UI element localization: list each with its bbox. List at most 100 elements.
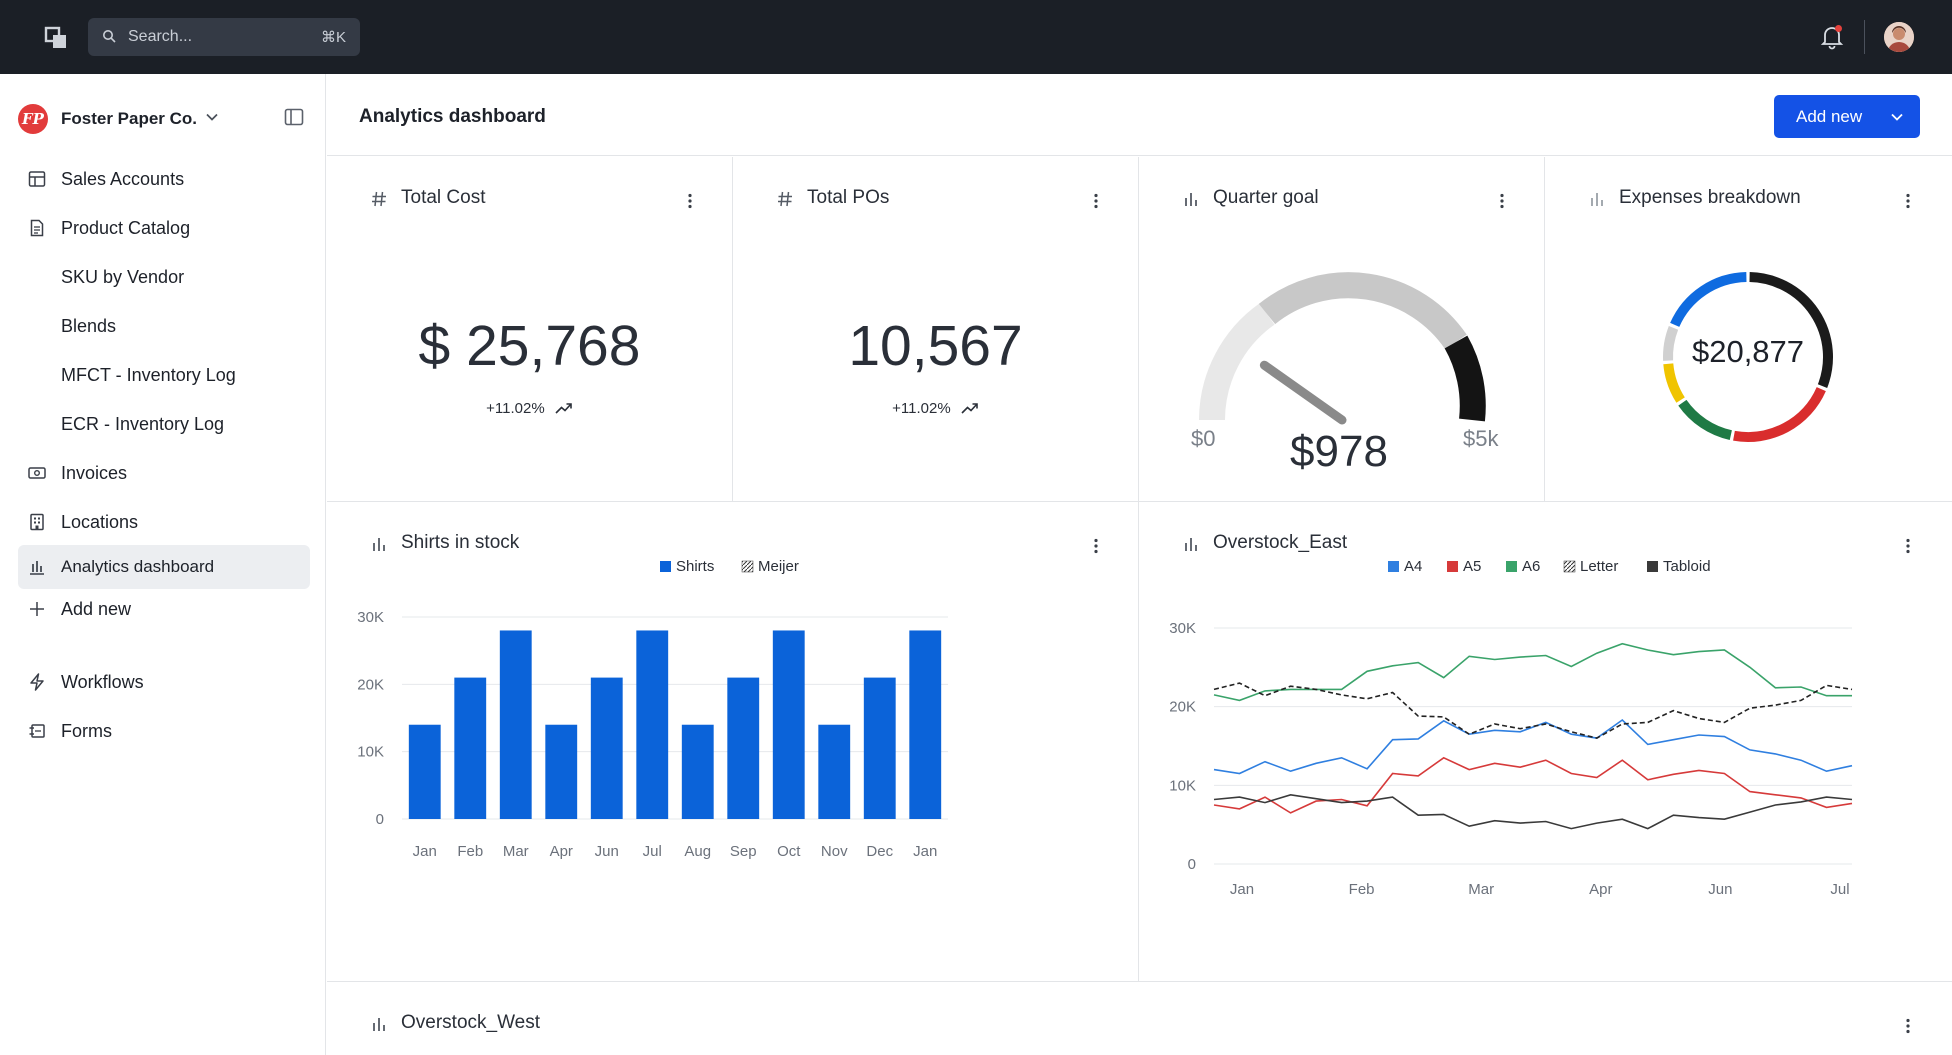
legend-label: Shirts: [676, 558, 714, 575]
bar[interactable]: [636, 630, 669, 819]
legend-swatch: [1447, 561, 1458, 572]
sidebar-item-invoices[interactable]: Invoices: [18, 453, 310, 493]
sidebar-item-locations[interactable]: Locations: [18, 502, 310, 542]
series-line-letter[interactable]: [1213, 682, 1853, 739]
sidebar-item-add-new[interactable]: Add new: [18, 589, 310, 629]
sidebar-item-product-catalog[interactable]: Product Catalog: [18, 208, 310, 248]
kebab-menu-icon[interactable]: [1499, 193, 1505, 209]
sidebar-item-label: Add new: [61, 599, 132, 619]
series-line-a6[interactable]: [1213, 642, 1852, 702]
total-cost-value: $ 25,768: [418, 314, 641, 378]
overstock-east-line-chart: A4 A5 A6 Letter Tabloid 0 10K 20K 30K Jan Feb Mar…: [1169, 558, 1853, 898]
topbar-divider: [1864, 20, 1865, 54]
x-tick-label: Apr: [1589, 881, 1612, 898]
search-input[interactable]: Search... ⌘K: [88, 18, 360, 56]
overstock-west-card: Overstock_West: [327, 982, 1952, 1055]
quarter-goal-gauge: $0 $5k $978: [1191, 272, 1499, 476]
overstock-east-card: Overstock_East A4 A5 A6 Letter Tabloid 0 10K 2…: [1139, 502, 1952, 982]
bar[interactable]: [863, 677, 896, 819]
sidebar-item-sales-accounts[interactable]: Sales Accounts: [18, 159, 310, 199]
sidebar-item-blends[interactable]: Blends: [18, 306, 310, 346]
series-line-tabloid[interactable]: [1213, 793, 1853, 830]
card-title: Quarter goal: [1213, 187, 1319, 208]
bar[interactable]: [727, 677, 760, 819]
bar[interactable]: [772, 630, 805, 819]
shirts-in-stock-card: Shirts in stock Shirts Meijer 0 10K 20K 30K …: [327, 502, 1139, 982]
gauge-track-dark: [1444, 335, 1486, 422]
y-tick-label: 10K: [1169, 777, 1196, 794]
x-tick-label: Apr: [550, 843, 573, 860]
chart-legend: Shirts Meijer: [660, 558, 799, 575]
sidebar-item-forms[interactable]: Forms: [18, 711, 310, 751]
card-title: Overstock_West: [401, 1012, 541, 1033]
sidebar-item-analytics-dashboard[interactable]: Analytics dashboard: [18, 545, 310, 589]
sidebar-item-label: Locations: [61, 512, 139, 532]
bar-chart-icon: [373, 538, 385, 551]
gauge-needle: [1259, 360, 1347, 425]
document-icon: [30, 219, 44, 237]
kebab-menu-icon[interactable]: [1093, 193, 1099, 209]
sidebar-item-mfct-inventory-log[interactable]: MFCT - Inventory Log: [18, 355, 310, 395]
x-tick-label: Jan: [913, 843, 937, 860]
legend-label: A4: [1404, 558, 1422, 575]
sidebar-item-workflows[interactable]: Workflows: [18, 662, 310, 702]
org-switcher[interactable]: FP Foster Paper Co.: [18, 100, 308, 136]
sidebar-item-label: Invoices: [61, 463, 128, 483]
bar-chart-icon: [30, 561, 44, 575]
bar[interactable]: [818, 724, 851, 819]
notification-bell-icon[interactable]: [1820, 24, 1844, 50]
sidebar-item-label: Sales Accounts: [61, 169, 185, 189]
sidebar-item-sku-by-vendor[interactable]: SKU by Vendor: [18, 257, 310, 297]
x-tick-label: Jul: [1830, 881, 1849, 898]
org-name: Foster Paper Co.: [61, 109, 198, 128]
trending-up-icon: [555, 403, 572, 414]
kebab-menu-icon[interactable]: [1905, 1018, 1911, 1034]
bar[interactable]: [909, 630, 942, 819]
kebab-menu-icon[interactable]: [1905, 193, 1911, 209]
building-icon: [30, 513, 44, 531]
bar[interactable]: [545, 724, 578, 819]
expenses-donut: $20,877: [1663, 272, 1833, 442]
quarter-goal-card: Quarter goal $0 $5k $978: [1139, 157, 1545, 502]
y-tick-label: 0: [1188, 856, 1196, 873]
donut-segment: [1663, 326, 1679, 361]
x-tick-label: Mar: [503, 843, 529, 860]
form-icon: [29, 724, 45, 738]
total-pos-value: 10,567: [848, 314, 1023, 378]
hash-icon: [778, 191, 792, 207]
legend-label: Tabloid: [1663, 558, 1711, 575]
kebab-menu-icon[interactable]: [1905, 538, 1911, 554]
donut-segment: [1663, 363, 1685, 403]
card-title: Overstock_East: [1213, 532, 1348, 553]
chart-legend: A4 A5 A6 Letter Tabloid: [1388, 558, 1711, 575]
legend-label: A5: [1463, 558, 1481, 575]
x-tick-label: Aug: [684, 843, 711, 860]
bar[interactable]: [681, 724, 714, 819]
bar-chart-icon: [1185, 538, 1197, 551]
user-avatar-icon: [1884, 22, 1914, 52]
sidebar-collapse-icon[interactable]: [284, 107, 304, 127]
kebab-menu-icon[interactable]: [1093, 538, 1099, 554]
series-line-a5[interactable]: [1213, 756, 1853, 814]
x-tick-label: Dec: [866, 843, 893, 860]
x-tick-label: Oct: [777, 843, 801, 860]
app-logo-icon[interactable]: [44, 26, 68, 50]
bar[interactable]: [499, 630, 532, 819]
card-title: Shirts in stock: [401, 532, 520, 553]
bar[interactable]: [454, 677, 487, 819]
x-tick-label: Jul: [643, 843, 662, 860]
plus-icon: [30, 602, 44, 616]
kebab-menu-icon[interactable]: [687, 193, 693, 209]
legend-swatch: [1506, 561, 1517, 572]
chevron-down-icon: [206, 113, 218, 121]
sidebar-item-ecr-inventory-log[interactable]: ECR - Inventory Log: [18, 404, 310, 444]
page-title: Analytics dashboard: [359, 106, 546, 127]
avatar[interactable]: [1884, 22, 1914, 52]
add-new-button[interactable]: Add new: [1774, 95, 1920, 138]
x-tick-label: Jun: [1708, 881, 1732, 898]
shirts-bar-chart: Shirts Meijer 0 10K 20K 30K Jan Feb Mar Apr Jun J…: [357, 558, 948, 860]
gauge-min-label: $0: [1191, 426, 1215, 451]
bar[interactable]: [590, 677, 623, 819]
bar[interactable]: [408, 724, 441, 819]
series-line-a4[interactable]: [1213, 718, 1853, 775]
